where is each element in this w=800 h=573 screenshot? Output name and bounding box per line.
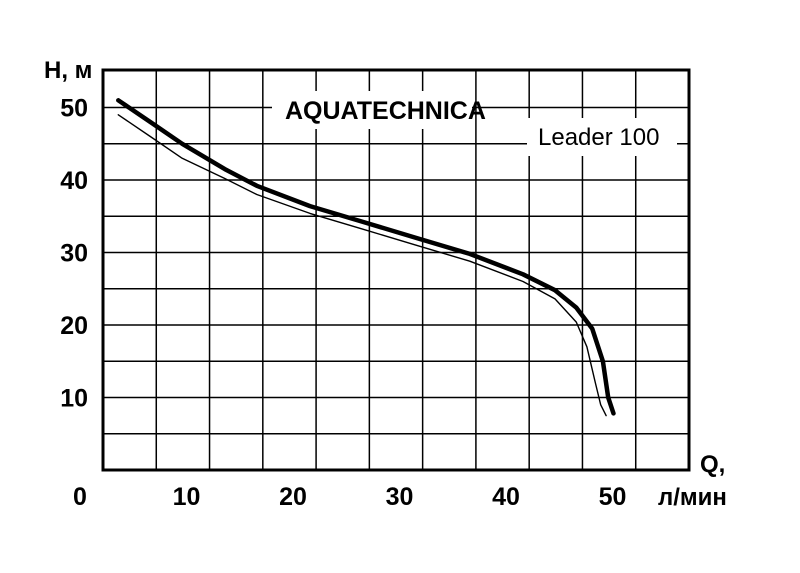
plot-frame: [101, 68, 691, 472]
x-tick-label: 20: [279, 483, 307, 511]
y-tick-label: 50: [60, 95, 88, 123]
series-line-thin: [117, 114, 607, 417]
model-label: Leader 100: [538, 124, 659, 151]
y-tick-label: 20: [60, 312, 88, 340]
x-axis-title: Q,: [700, 451, 725, 478]
series-line-thick: [116, 98, 616, 416]
tick-labels: 10 20 30 40 50 0 10 20 30 40 50: [60, 95, 626, 512]
y-axis-title: H, м: [44, 57, 92, 84]
x-tick-label: 0: [73, 483, 87, 511]
x-tick-label: 30: [386, 483, 414, 511]
y-tick-label: 30: [60, 240, 88, 268]
model-label-background: [527, 118, 677, 156]
x-tick-label: 40: [492, 483, 520, 511]
series-group: [116, 98, 616, 417]
brand-label-background: [272, 91, 472, 129]
x-tick-label: 10: [173, 483, 201, 511]
x-tick-label: 50: [599, 483, 627, 511]
brand-label: AQUATECHNICA: [285, 97, 486, 125]
y-tick-label: 40: [60, 167, 88, 195]
x-axis-unit: л/мин: [658, 484, 727, 511]
y-tick-label: 10: [60, 385, 88, 413]
